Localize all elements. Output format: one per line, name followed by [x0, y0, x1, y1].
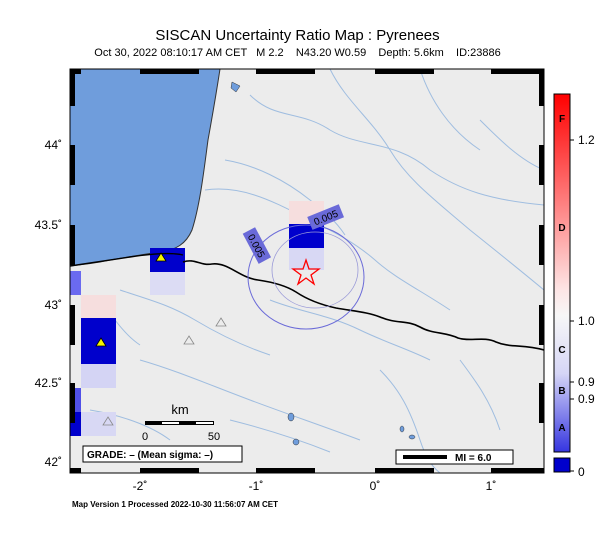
svg-text:GRADE: – (Mean sigma: –): GRADE: – (Mean sigma: –) — [87, 450, 213, 461]
cell-high — [289, 224, 324, 248]
grade-letter: A — [558, 423, 565, 434]
reservoir-lake — [287, 412, 295, 422]
scale-bar: km 0 50 — [142, 402, 220, 443]
latitude-labels: 44˚ 43.5˚ 43˚ 42.5˚ 42˚ — [35, 138, 62, 469]
station-triangle — [215, 317, 227, 327]
svg-text:km: km — [171, 402, 188, 417]
map-title: SISCAN Uncertainty Ratio Map : Pyrenees — [155, 27, 440, 44]
country-border — [182, 260, 544, 351]
lon-label: 0˚ — [370, 479, 381, 493]
station-triangle — [155, 252, 167, 262]
event-details: Oct 30, 2022 08:10:17 AM CET M 2.2 N43.2… — [94, 47, 501, 59]
lat-label: 44˚ — [45, 138, 62, 152]
svg-text:0: 0 — [142, 431, 148, 443]
station-triangle — [102, 416, 114, 426]
lon-label: 1˚ — [486, 479, 497, 493]
coastline — [70, 252, 184, 267]
map-version-footer: Map Version 1 Processed 2022-10-30 11:56… — [72, 500, 279, 509]
reservoir-lake — [399, 425, 405, 433]
station-triangle — [95, 337, 107, 347]
svg-text:MI = 6.0: MI = 6.0 — [455, 453, 492, 464]
colorbar-value: 0.9 — [578, 392, 595, 406]
map-border-ticks — [70, 69, 544, 473]
epicenter-star-icon — [291, 257, 321, 286]
colorbar-value: 1.0 — [578, 314, 595, 328]
colorbar: F D C B A 1.2 1.0 0.9 0.9 0 — [553, 93, 595, 479]
longitude-labels: -2˚ -1˚ 0˚ 1˚ — [133, 479, 497, 493]
lon-label: -2˚ — [133, 479, 148, 493]
lat-label: 42˚ — [45, 455, 62, 469]
svg-text:50: 50 — [208, 431, 220, 443]
lagoon — [230, 81, 241, 93]
cell-high — [81, 318, 116, 364]
reservoir-lake — [408, 434, 416, 440]
mi-legend-box: MI = 6.0 — [395, 449, 514, 465]
grade-letter: B — [558, 386, 565, 397]
grade-letter: D — [558, 223, 565, 234]
station-triangle — [183, 335, 195, 345]
cell-high — [150, 248, 185, 272]
colorbar-value: 0 — [578, 465, 585, 479]
lat-label: 43.5˚ — [35, 218, 62, 232]
uncertainty-cells — [70, 201, 324, 436]
lat-label: 42.5˚ — [35, 376, 62, 390]
reservoir-lake — [292, 438, 300, 446]
lon-label: -1˚ — [249, 479, 264, 493]
grade-letter: C — [558, 345, 565, 356]
uncertainty-contour — [247, 224, 365, 330]
uncertainty-contour-inner — [271, 231, 359, 309]
rivers — [89, 69, 544, 473]
lat-label: 43˚ — [45, 298, 62, 312]
grade-box: GRADE: – (Mean sigma: –) — [82, 445, 243, 463]
colorbar-value: 0.9 — [578, 375, 595, 389]
grade-letter: F — [559, 114, 565, 125]
colorbar-value: 1.2 — [578, 133, 595, 147]
